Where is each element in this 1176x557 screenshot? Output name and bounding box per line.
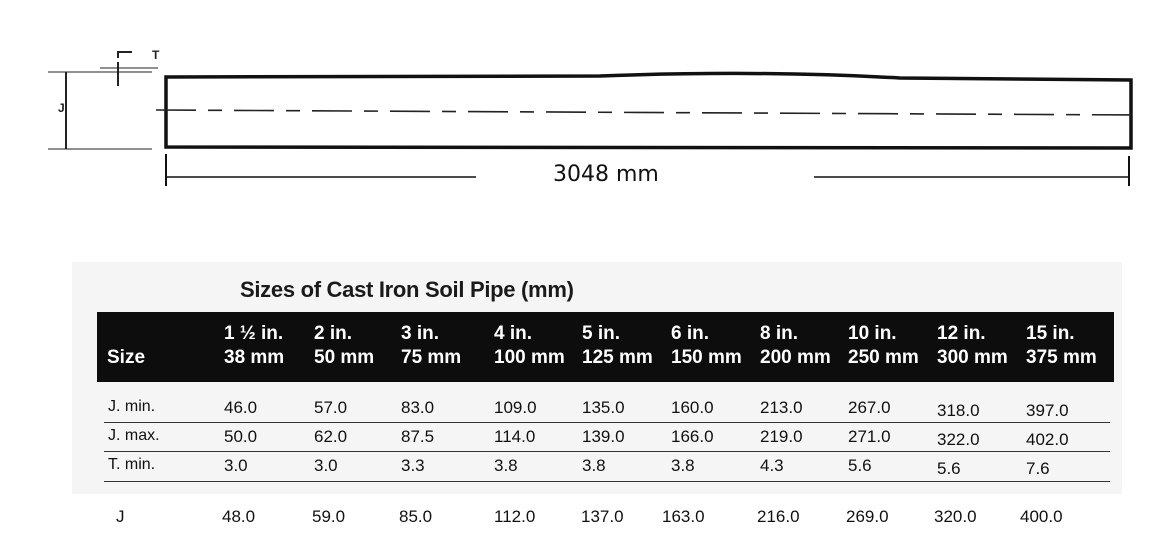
column-header: 12 in. 300 mm bbox=[937, 322, 1008, 370]
table-cell: 50.0 bbox=[224, 427, 258, 446]
column-header: 2 in. 50 mm bbox=[314, 322, 374, 370]
column-header-mm: 75 mm bbox=[401, 347, 462, 368]
column-header-mm: 250 mm bbox=[848, 347, 919, 368]
size-header: Size bbox=[107, 347, 146, 368]
column-header: 8 in. 200 mm bbox=[760, 322, 831, 370]
column-header-mm: 125 mm bbox=[582, 347, 653, 368]
table-cell: 3.8 bbox=[582, 456, 606, 475]
column-header-inch: 1 ½ in. bbox=[224, 323, 284, 344]
pipe-outline bbox=[164, 71, 1133, 150]
column-header-inch: 12 in. bbox=[937, 323, 986, 344]
table-cell: 114.0 bbox=[494, 427, 536, 446]
row-divider bbox=[104, 451, 1110, 452]
table-cell: 62.0 bbox=[314, 427, 348, 446]
j-label: J bbox=[58, 101, 65, 115]
table-cell: 87.5 bbox=[401, 427, 435, 446]
table-cell: 83.0 bbox=[401, 398, 435, 417]
table-cell: 318.0 bbox=[937, 401, 980, 420]
row-label: J. max. bbox=[108, 427, 160, 444]
table-cell: 3.0 bbox=[224, 456, 248, 475]
length-label: 3048 mm bbox=[553, 162, 659, 187]
table-cell: 219.0 bbox=[760, 427, 803, 446]
column-header-mm: 150 mm bbox=[671, 347, 742, 368]
column-header-inch: 5 in. bbox=[582, 323, 621, 344]
pipe-diagram bbox=[48, 51, 1141, 186]
table-cell: 402.0 bbox=[1026, 430, 1069, 449]
table-title: Sizes of Cast Iron Soil Pipe (mm) bbox=[240, 277, 574, 302]
column-header-mm: 375 mm bbox=[1026, 347, 1097, 368]
column-header-mm: 300 mm bbox=[937, 347, 1008, 368]
column-header-inch: 8 in. bbox=[760, 323, 799, 344]
table-cell: 139.0 bbox=[582, 427, 625, 446]
column-header-mm: 38 mm bbox=[224, 347, 285, 368]
column-header: 1 ½ in. 38 mm bbox=[224, 322, 284, 370]
column-header: 6 in. 150 mm bbox=[671, 322, 742, 370]
column-header-mm: 100 mm bbox=[494, 347, 565, 368]
column-header-inch: 2 in. bbox=[314, 323, 353, 344]
t-dimension-mark bbox=[117, 51, 132, 58]
j-row-value: 163.0 bbox=[662, 507, 705, 526]
j-row-label: J bbox=[116, 507, 125, 526]
table-cell: 46.0 bbox=[224, 398, 258, 417]
table-cell: 397.0 bbox=[1026, 401, 1069, 420]
table-cell: 3.0 bbox=[314, 456, 338, 475]
table-cell: 3.8 bbox=[494, 456, 518, 475]
table-cell: 271.0 bbox=[848, 427, 891, 446]
row-divider bbox=[104, 481, 1110, 482]
table-cell: 267.0 bbox=[848, 398, 891, 417]
column-header: 5 in. 125 mm bbox=[582, 322, 653, 370]
column-header-mm: 200 mm bbox=[760, 347, 831, 368]
table-cell: 166.0 bbox=[671, 427, 714, 446]
column-header-mm: 50 mm bbox=[314, 347, 375, 368]
column-header-inch: 10 in. bbox=[848, 323, 897, 344]
j-row-value: 269.0 bbox=[846, 507, 889, 526]
table-cell: 5.6 bbox=[848, 456, 872, 475]
table-cell: 3.8 bbox=[671, 456, 695, 475]
row-label: T. min. bbox=[108, 456, 156, 473]
column-header: 10 in. 250 mm bbox=[848, 322, 919, 370]
pipe-centerline bbox=[155, 109, 1141, 116]
column-header: 4 in. 100 mm bbox=[494, 322, 565, 370]
j-row-value: 400.0 bbox=[1020, 507, 1063, 526]
j-row-value: 48.0 bbox=[222, 507, 256, 526]
column-header: 15 in. 375 mm bbox=[1026, 322, 1097, 370]
j-row-value: 112.0 bbox=[494, 507, 536, 526]
table-cell: 322.0 bbox=[937, 430, 980, 449]
table-cell: 135.0 bbox=[582, 398, 625, 417]
column-header-inch: 4 in. bbox=[494, 323, 533, 344]
column-header-inch: 15 in. bbox=[1026, 323, 1075, 344]
table-cell: 5.6 bbox=[937, 459, 961, 478]
table-cell: 3.3 bbox=[401, 456, 425, 475]
column-header-inch: 6 in. bbox=[671, 323, 710, 344]
table-cell: 109.0 bbox=[494, 398, 537, 417]
table-cell: 4.3 bbox=[760, 456, 784, 475]
j-row-value: 320.0 bbox=[934, 507, 977, 526]
column-header-inch: 3 in. bbox=[401, 323, 440, 344]
j-row-value: 216.0 bbox=[757, 507, 800, 526]
table-cell: 213.0 bbox=[760, 398, 803, 417]
column-header: 3 in. 75 mm bbox=[401, 322, 461, 370]
row-label: J. min. bbox=[108, 398, 156, 415]
j-row-value: 85.0 bbox=[399, 507, 433, 526]
j-row-value: 59.0 bbox=[312, 507, 346, 526]
table-header bbox=[97, 312, 1114, 382]
row-divider bbox=[104, 422, 1110, 423]
table-cell: 57.0 bbox=[314, 398, 348, 417]
t-label: T bbox=[152, 48, 160, 62]
j-row-value: 137.0 bbox=[581, 507, 624, 526]
table-cell: 7.6 bbox=[1026, 459, 1050, 478]
table-cell: 160.0 bbox=[671, 398, 714, 417]
